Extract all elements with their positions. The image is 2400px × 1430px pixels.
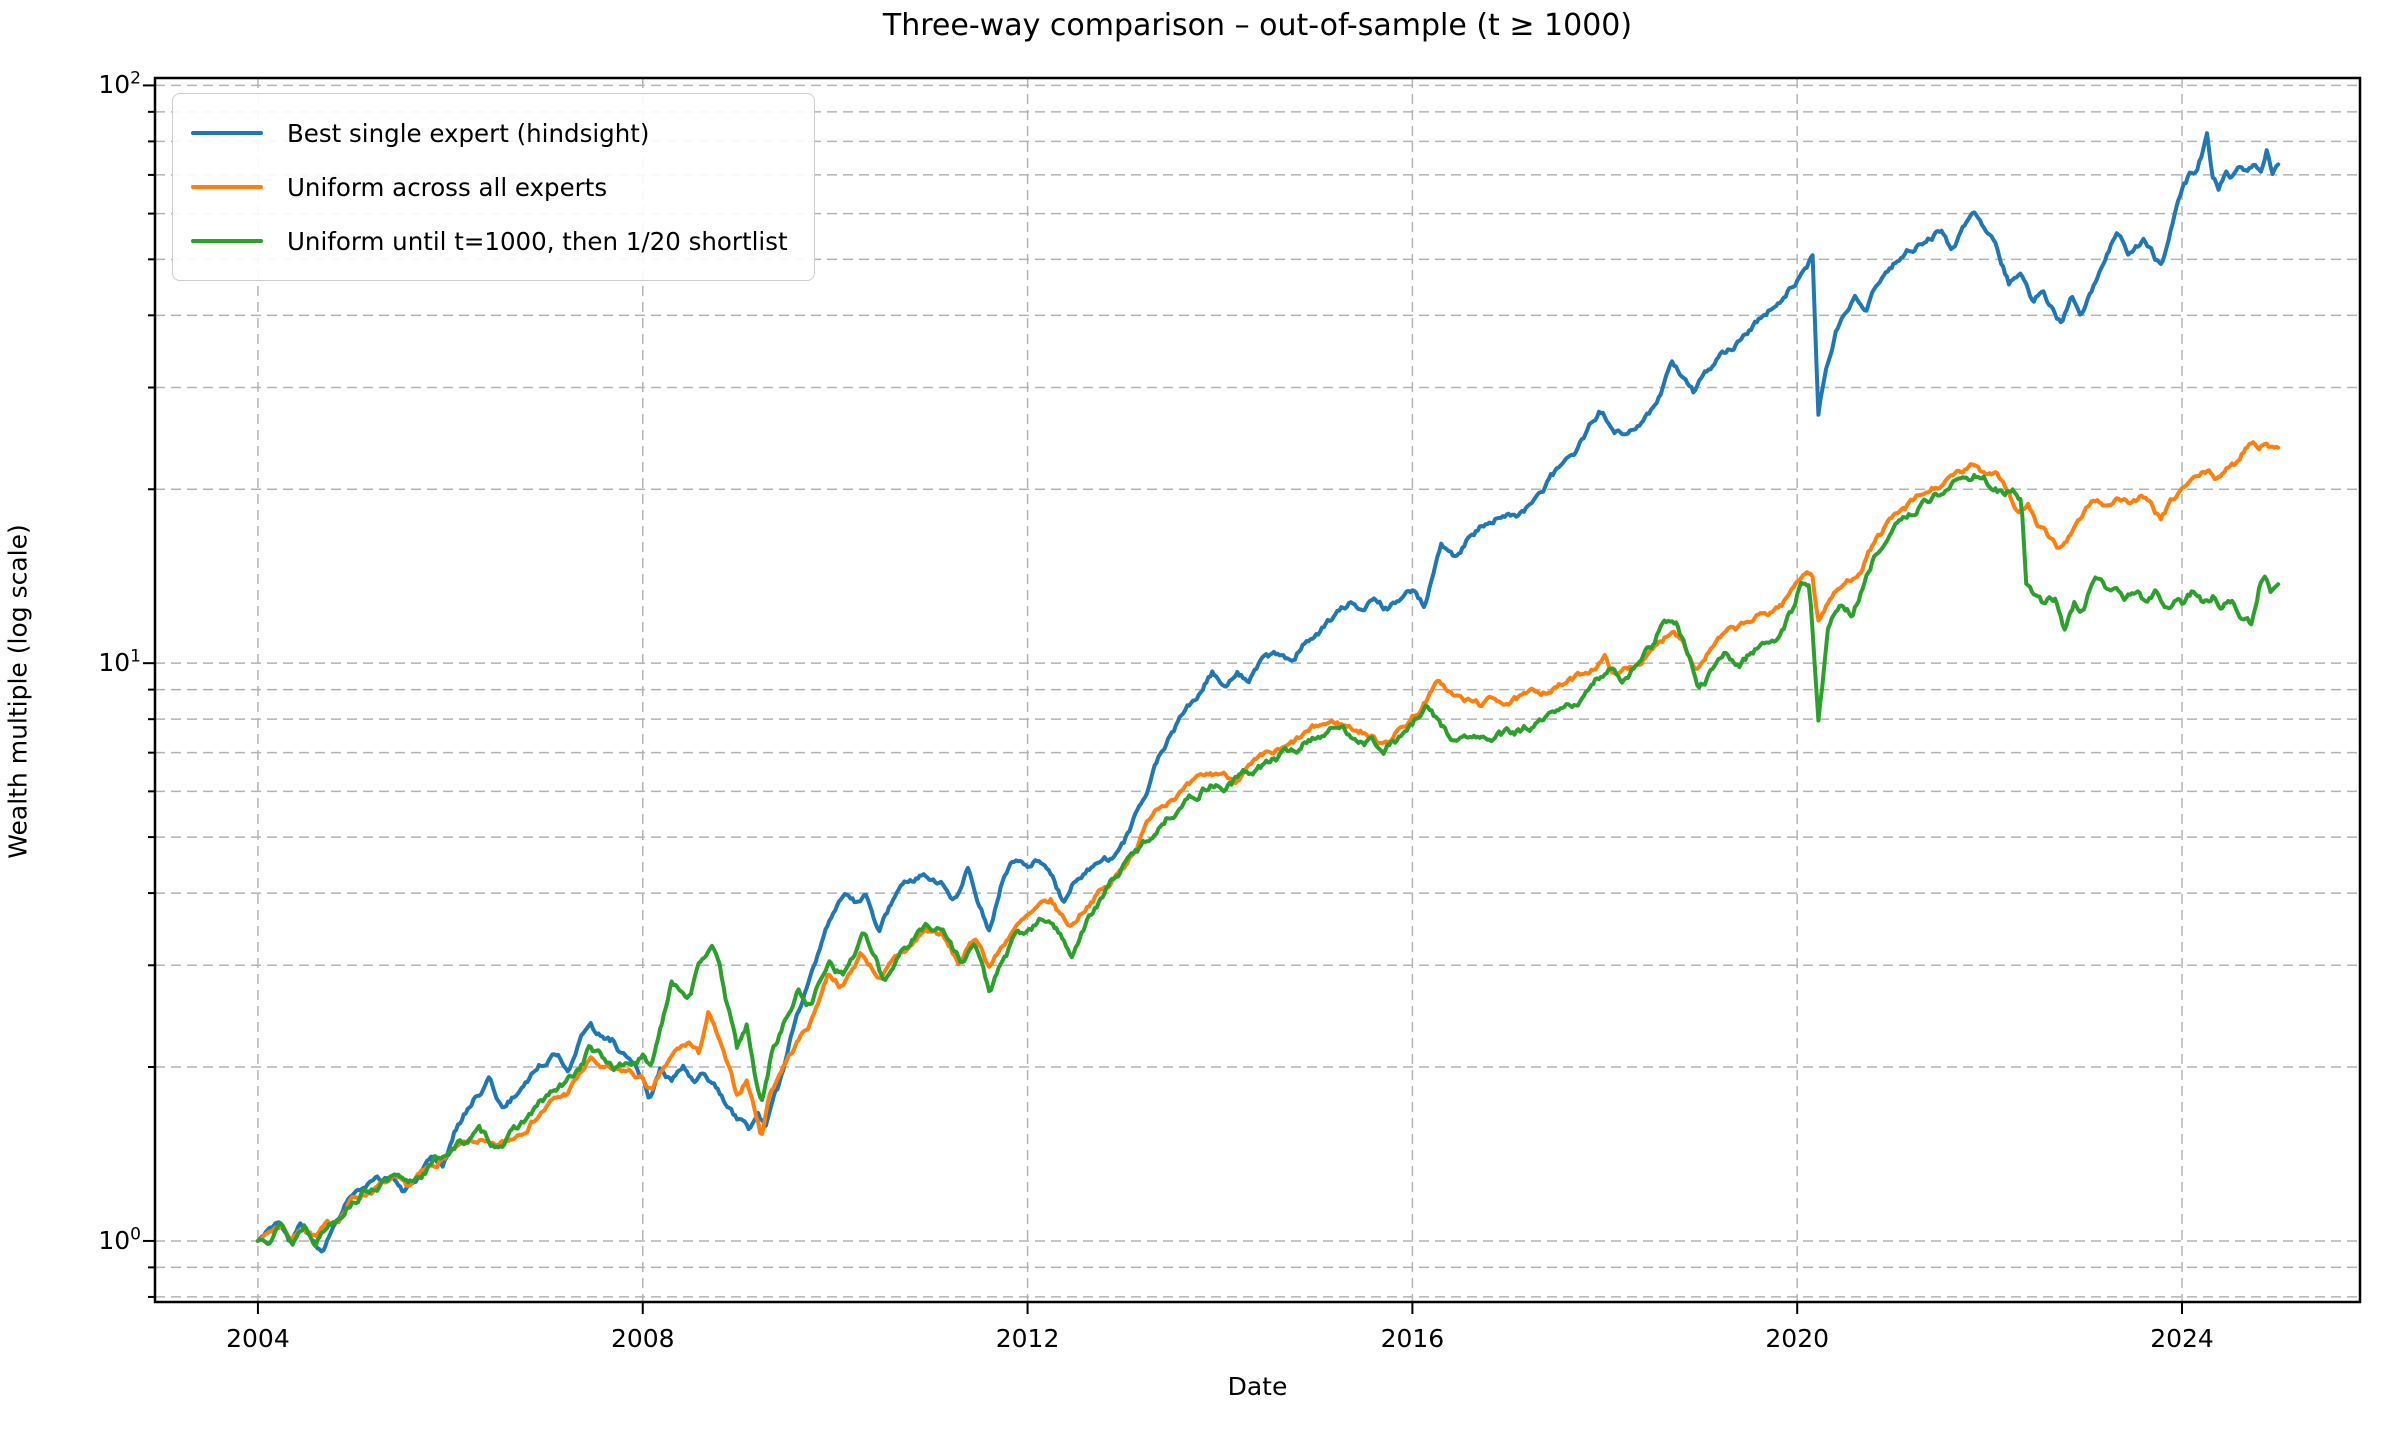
x-tick-label: 2012 bbox=[995, 1324, 1060, 1353]
y-axis-label: Wealth multiple (log scale) bbox=[3, 524, 33, 859]
legend-swatch-blue bbox=[191, 130, 263, 136]
y-tick-label: 100 bbox=[98, 1224, 141, 1255]
legend-item: Uniform across all experts bbox=[191, 160, 788, 214]
tick-marks bbox=[143, 84, 2184, 1314]
legend-item: Best single expert (hindsight) bbox=[191, 106, 788, 160]
chart-title: Three-way comparison – out-of-sample (t … bbox=[882, 8, 1633, 43]
legend: Best single expert (hindsight) Uniform a… bbox=[172, 93, 815, 281]
legend-label: Best single expert (hindsight) bbox=[287, 118, 650, 148]
series-line-1 bbox=[255, 440, 2281, 1243]
legend-label: Uniform across all experts bbox=[287, 172, 608, 202]
legend-item: Uniform until t=1000, then 1/20 shortlis… bbox=[191, 214, 788, 268]
x-tick-label: 2016 bbox=[1380, 1324, 1445, 1353]
x-tick-label: 2004 bbox=[226, 1324, 290, 1353]
x-tick-label: 2024 bbox=[2150, 1324, 2214, 1353]
legend-swatch-green bbox=[191, 238, 263, 244]
series-curves bbox=[255, 131, 2281, 1254]
gridlines bbox=[155, 78, 2360, 1302]
x-axis-label: Date bbox=[1227, 1372, 1288, 1401]
x-tick-label: 2020 bbox=[1765, 1324, 1830, 1353]
legend-swatch-orange bbox=[191, 184, 263, 190]
series-line-0 bbox=[255, 131, 2281, 1254]
series-line-2 bbox=[255, 473, 2281, 1249]
y-tick-label: 101 bbox=[98, 646, 141, 678]
legend-label: Uniform until t=1000, then 1/20 shortlis… bbox=[287, 226, 788, 256]
x-tick-label: 2008 bbox=[610, 1324, 675, 1353]
y-tick-label: 102 bbox=[98, 69, 141, 100]
